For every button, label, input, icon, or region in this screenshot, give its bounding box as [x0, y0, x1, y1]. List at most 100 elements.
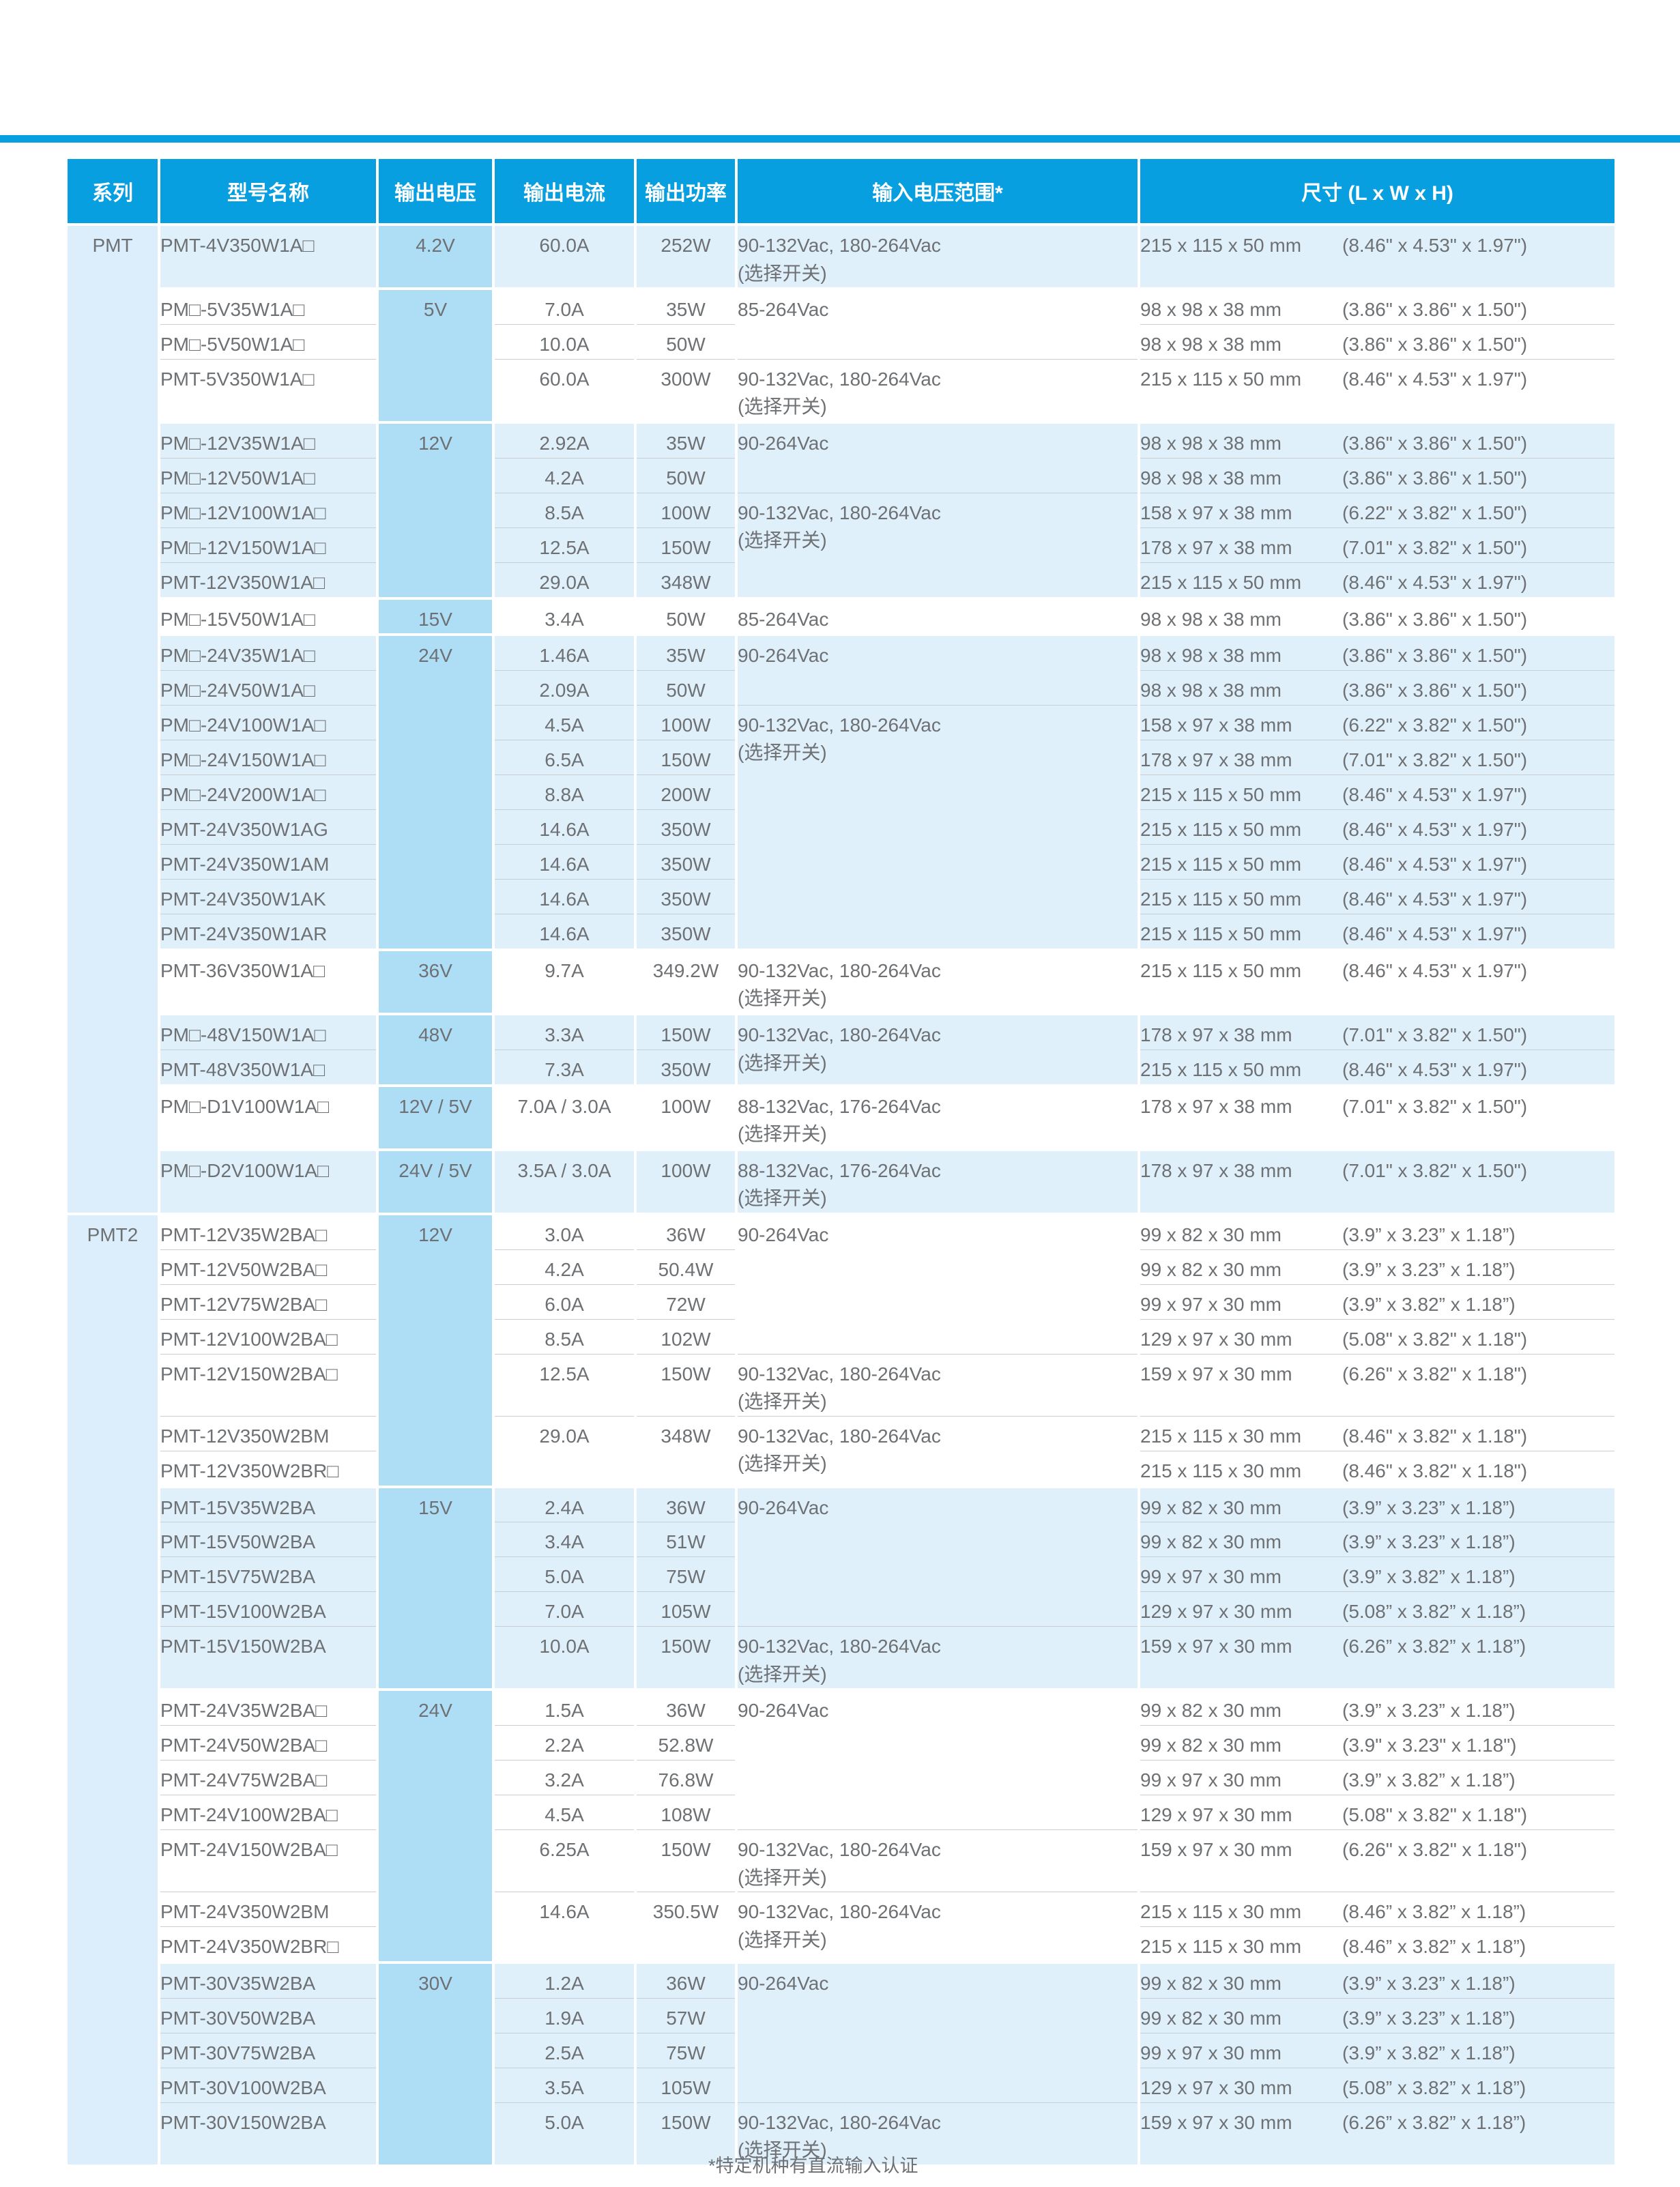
table-row: PMT-24V50W2BA□ 2.2A 52.8W 99 x 82 x 30 mm (3…	[68, 1725, 1614, 1760]
current-cell: 2.2A	[495, 1725, 634, 1760]
current-cell: 29.0A	[495, 1415, 634, 1486]
current-cell: 1.2A	[495, 1961, 634, 1998]
dimensions-inch: (6.26" x 3.82" x 1.18")	[1342, 1363, 1528, 1385]
power-cell: 36W	[637, 1212, 735, 1249]
model-cell: PMT-24V350W1AM	[160, 843, 376, 879]
model-cell: PMT-30V50W2BA	[160, 1997, 376, 2033]
dimensions-inch: (7.01" x 3.82" x 1.50")	[1342, 1024, 1528, 1045]
dimensions-cell: 99 x 82 x 30 mm (3.9” x 3.23” x 1.18”)	[1140, 1688, 1614, 1725]
col-header-input-range: 输入电压范围*	[738, 159, 1138, 223]
power-cell: 348W	[637, 1415, 735, 1486]
dimensions-mm: 98 x 98 x 38 mm	[1140, 299, 1281, 321]
dimensions-mm: 158 x 97 x 38 mm	[1140, 714, 1292, 736]
power-cell: 349.2W	[637, 948, 735, 1013]
dimensions-mm: 99 x 97 x 30 mm	[1140, 1769, 1281, 1791]
model-cell: PM□-24V35W1A□	[160, 633, 376, 670]
current-cell: 2.4A	[495, 1485, 634, 1522]
model-cell: PMT-15V50W2BA	[160, 1522, 376, 1557]
current-cell: 8.5A	[495, 492, 634, 527]
model-cell: PM□-15V50W1A□	[160, 596, 376, 634]
model-cell: PMT-24V350W1AG	[160, 809, 376, 844]
table-row: PMT PMT-4V350W1A□ 4.2V 60.0A 252W 90-132Vac, …	[68, 223, 1614, 1213]
dimensions-mm: 159 x 97 x 30 mm	[1140, 1839, 1292, 1861]
dimensions-inch: (3.86" x 3.86" x 1.50")	[1342, 645, 1528, 667]
model-cell: PMT-24V35W2BA□	[160, 1688, 376, 1725]
voltage-cell: 12V	[379, 420, 492, 597]
power-cell: 252W	[637, 223, 735, 288]
current-cell: 4.5A	[495, 1795, 634, 1829]
current-cell: 10.0A	[495, 1626, 634, 1689]
current-cell: 1.5A	[495, 1688, 634, 1725]
dimensions-inch: (3.9” x 3.82” x 1.18”)	[1342, 1293, 1516, 1315]
dimensions-mm: 99 x 82 x 30 mm	[1140, 1973, 1281, 1995]
input-range-cell: 90-132Vac, 180-264Vac (选择开关)	[738, 1415, 1138, 1486]
model-cell: PM□-12V100W1A□	[160, 492, 376, 527]
dimensions-cell: 98 x 98 x 38 mm (3.86" x 3.86" x 1.50")	[1140, 457, 1614, 493]
power-cell: 35W	[637, 633, 735, 670]
voltage-cell: 24V / 5V	[379, 1148, 492, 1213]
model-cell: PM□-24V200W1A□	[160, 774, 376, 809]
dimensions-inch: (5.08” x 3.82” x 1.18”)	[1342, 1601, 1526, 1623]
dimensions-mm: 159 x 97 x 30 mm	[1140, 2111, 1292, 2133]
input-range-cell: 90-132Vac, 180-264Vac (选择开关)	[738, 1626, 1138, 1689]
model-cell: PM□-12V150W1A□	[160, 527, 376, 562]
model-cell: PMT-5V350W1A□	[160, 358, 376, 421]
table-row: PMT-12V350W2BR□ 215 x 115 x 30 mm (8.46" x…	[68, 1450, 1614, 1486]
table-row: PM□-48V150W1A□ 48V 3.3A 150W 90-132Vac, 180-…	[68, 1012, 1614, 1084]
dimensions-cell: 178 x 97 x 38 mm (7.01" x 3.82" x 1.50")	[1140, 1012, 1614, 1049]
dimensions-mm: 99 x 97 x 30 mm	[1140, 2042, 1281, 2063]
dimensions-mm: 215 x 115 x 30 mm	[1140, 1425, 1302, 1447]
model-cell: PMT-48V350W1A□	[160, 1049, 376, 1084]
dimensions-inch: (3.9” x 3.23” x 1.18”)	[1342, 1973, 1516, 1995]
input-range-cell: 90-264Vac	[738, 1485, 1138, 1627]
power-cell: 150W	[637, 739, 735, 774]
power-cell: 75W	[637, 1556, 735, 1592]
table-row: PMT-24V100W2BA□ 4.5A 108W 129 x 97 x 30 mm (…	[68, 1795, 1614, 1829]
current-cell: 3.5A / 3.0A	[495, 1148, 634, 1213]
dimensions-mm: 129 x 97 x 30 mm	[1140, 2076, 1292, 2098]
power-cell: 50W	[637, 669, 735, 705]
current-cell: 8.8A	[495, 774, 634, 809]
dimensions-inch: (3.86" x 3.86" x 1.50")	[1342, 299, 1528, 321]
dimensions-mm: 129 x 97 x 30 mm	[1140, 1601, 1292, 1623]
voltage-cell: 24V	[379, 633, 492, 948]
dimensions-mm: 98 x 98 x 38 mm	[1140, 645, 1281, 667]
current-cell: 8.5A	[495, 1318, 634, 1354]
dimensions-inch: (3.9” x 3.23” x 1.18”)	[1342, 1496, 1516, 1518]
table-row: PMT-30V35W2BA 30V 1.2A 36W 90-264Vac 99 x 82 …	[68, 1961, 1614, 2165]
dimensions-cell: 99 x 82 x 30 mm (3.9” x 3.23” x 1.18”)	[1140, 1249, 1614, 1284]
power-cell: 150W	[637, 2102, 735, 2165]
model-cell: PMT-12V75W2BA□	[160, 1284, 376, 1319]
dimensions-mm: 99 x 82 x 30 mm	[1140, 1531, 1281, 1553]
dimensions-mm: 99 x 82 x 30 mm	[1140, 1496, 1281, 1518]
dimensions-mm: 98 x 98 x 38 mm	[1140, 333, 1281, 355]
input-range-cell: 90-264Vac	[738, 633, 1138, 705]
table-row: PMT-5V350W1A□ 60.0A 300W 90-132Vac, 180-264…	[68, 358, 1614, 421]
model-cell: PM□-24V150W1A□	[160, 739, 376, 774]
table-row: PM□-24V150W1A□ 6.5A 150W 178 x 97 x 38 mm (7…	[68, 739, 1614, 774]
power-cell: 105W	[637, 2067, 735, 2102]
dimensions-cell: 215 x 115 x 50 mm (8.46" x 4.53" x 1.97")	[1140, 562, 1614, 597]
dimensions-cell: 158 x 97 x 38 mm (6.22" x 3.82" x 1.50")	[1140, 704, 1614, 740]
power-cell: 36W	[637, 1485, 735, 1522]
power-cell: 50W	[637, 457, 735, 493]
table-row: PM□-24V35W1A□ 24V 1.46A 35W 90-264Vac 98 x 98…	[68, 633, 1614, 948]
dimensions-mm: 215 x 115 x 50 mm	[1140, 818, 1302, 840]
current-cell: 14.6A	[495, 1892, 634, 1961]
dimensions-cell: 215 x 115 x 50 mm (8.46" x 4.53" x 1.97")	[1140, 358, 1614, 421]
col-header-series: 系列	[68, 159, 158, 223]
model-cell: PMT-4V350W1A□	[160, 223, 376, 288]
table-row: PMT-12V150W2BA□ 12.5A 150W 90-132Vac, 180-2…	[68, 1353, 1614, 1416]
voltage-cell: 15V	[379, 1485, 492, 1689]
table-row: PM□-5V50W1A□ 10.0A 50W 98 x 98 x 38 mm (3.86…	[68, 323, 1614, 359]
dimensions-inch: (3.9” x 3.23” x 1.18”)	[1342, 1223, 1516, 1245]
power-cell: 75W	[637, 2032, 735, 2068]
current-cell: 5.0A	[495, 1556, 634, 1592]
power-cell: 50W	[637, 596, 735, 634]
dimensions-mm: 99 x 97 x 30 mm	[1140, 1566, 1281, 1588]
current-cell: 4.2A	[495, 457, 634, 493]
dimensions-mm: 99 x 82 x 30 mm	[1140, 1700, 1281, 1722]
model-cell: PMT-12V50W2BA□	[160, 1249, 376, 1284]
dimensions-mm: 215 x 115 x 50 mm	[1140, 571, 1302, 593]
dimensions-cell: 98 x 98 x 38 mm (3.86" x 3.86" x 1.50")	[1140, 633, 1614, 670]
